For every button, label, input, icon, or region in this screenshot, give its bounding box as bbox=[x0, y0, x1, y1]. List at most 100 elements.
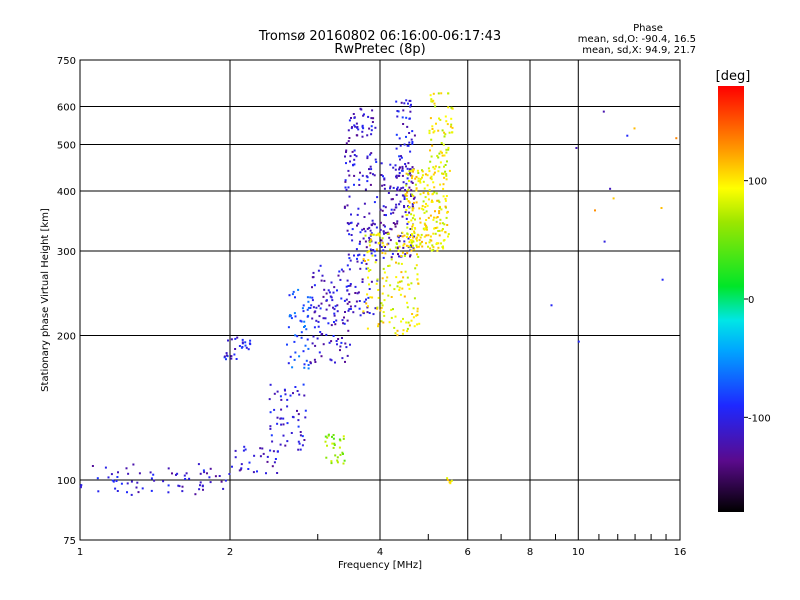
data-point bbox=[403, 240, 406, 243]
data-point bbox=[416, 239, 418, 242]
data-point bbox=[355, 134, 358, 137]
data-point bbox=[370, 252, 373, 255]
grid bbox=[80, 60, 680, 540]
data-point bbox=[417, 255, 420, 258]
data-point bbox=[406, 214, 409, 216]
data-point bbox=[359, 171, 361, 174]
data-point bbox=[405, 135, 407, 138]
phase-stats-heading: Phase bbox=[633, 23, 663, 34]
data-point bbox=[374, 254, 377, 257]
data-point bbox=[383, 271, 386, 274]
data-point bbox=[416, 246, 418, 249]
data-point bbox=[314, 310, 317, 313]
data-point bbox=[345, 188, 348, 191]
data-point bbox=[411, 209, 414, 212]
data-point bbox=[413, 232, 416, 235]
data-point bbox=[373, 250, 376, 253]
data-point bbox=[434, 232, 437, 235]
y-tick-label: 100 bbox=[57, 476, 76, 487]
data-point bbox=[290, 317, 293, 320]
data-point bbox=[373, 174, 376, 177]
data-point bbox=[307, 300, 310, 303]
data-point bbox=[110, 473, 113, 476]
data-point bbox=[382, 256, 385, 259]
data-point bbox=[392, 211, 395, 214]
data-point bbox=[241, 342, 244, 345]
data-point bbox=[444, 199, 447, 202]
data-point bbox=[416, 253, 418, 256]
data-point bbox=[247, 348, 250, 351]
data-point bbox=[289, 355, 292, 358]
data-point bbox=[369, 233, 372, 236]
data-point bbox=[395, 203, 398, 206]
data-point bbox=[348, 137, 351, 139]
data-point bbox=[120, 482, 123, 485]
data-point bbox=[407, 283, 410, 286]
data-point bbox=[273, 392, 276, 395]
data-point bbox=[602, 110, 605, 113]
data-point bbox=[356, 260, 359, 263]
data-point bbox=[307, 364, 310, 366]
data-point bbox=[339, 345, 342, 348]
data-point bbox=[418, 207, 421, 210]
data-point bbox=[338, 438, 341, 441]
data-point bbox=[353, 158, 356, 161]
data-point bbox=[421, 169, 423, 172]
data-point bbox=[387, 265, 390, 267]
data-point bbox=[356, 126, 359, 128]
data-point bbox=[440, 92, 443, 95]
data-point bbox=[404, 211, 407, 214]
data-point bbox=[361, 135, 364, 138]
data-point bbox=[346, 354, 349, 357]
data-point bbox=[408, 241, 411, 244]
data-point bbox=[125, 467, 128, 470]
data-point bbox=[364, 230, 367, 233]
data-point bbox=[358, 242, 361, 245]
data-point bbox=[361, 278, 364, 281]
data-point bbox=[416, 313, 419, 316]
data-point bbox=[297, 413, 300, 416]
data-point bbox=[410, 242, 413, 245]
data-point bbox=[594, 209, 596, 212]
data-point bbox=[429, 149, 431, 152]
data-point bbox=[197, 463, 200, 466]
data-point bbox=[360, 108, 363, 111]
data-point bbox=[297, 425, 300, 428]
data-point bbox=[389, 185, 392, 188]
data-point bbox=[427, 245, 429, 248]
data-point bbox=[407, 200, 410, 203]
data-point bbox=[238, 469, 241, 472]
data-point bbox=[341, 319, 344, 322]
data-point bbox=[375, 234, 378, 237]
data-point bbox=[432, 92, 435, 95]
data-point bbox=[403, 198, 406, 200]
data-point bbox=[313, 284, 316, 287]
data-point bbox=[356, 257, 358, 260]
data-point bbox=[320, 302, 323, 305]
data-point bbox=[312, 271, 315, 274]
data-point bbox=[368, 168, 370, 171]
data-point bbox=[413, 134, 416, 137]
data-point bbox=[371, 296, 374, 299]
data-point bbox=[350, 234, 353, 236]
data-point bbox=[381, 209, 384, 212]
data-point bbox=[377, 289, 380, 291]
data-point bbox=[361, 228, 364, 231]
data-point bbox=[441, 154, 444, 157]
data-point bbox=[415, 264, 418, 267]
data-point bbox=[341, 337, 343, 339]
data-point bbox=[369, 269, 372, 271]
data-point bbox=[107, 476, 110, 479]
y-ticks: 75 100 200 300 400 500 600 750 bbox=[57, 56, 76, 547]
data-point bbox=[419, 221, 422, 224]
data-point bbox=[414, 177, 417, 180]
data-point bbox=[244, 341, 247, 344]
data-point bbox=[366, 134, 369, 137]
data-point bbox=[405, 209, 408, 211]
data-point bbox=[201, 485, 204, 488]
data-point bbox=[609, 187, 612, 190]
data-point bbox=[410, 193, 412, 196]
data-point bbox=[407, 188, 410, 191]
data-point bbox=[317, 269, 320, 272]
data-point bbox=[368, 312, 371, 314]
